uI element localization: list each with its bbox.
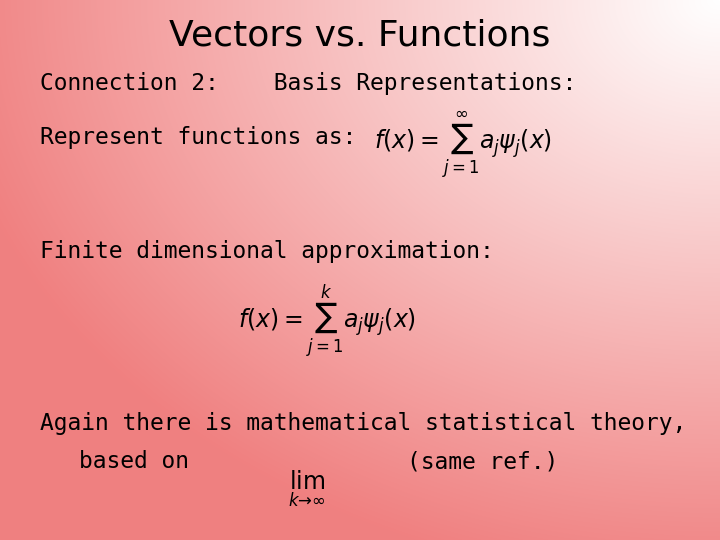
Text: Vectors vs. Functions: Vectors vs. Functions (169, 18, 551, 52)
Text: based on: based on (79, 450, 189, 473)
Text: $f(x) = \sum_{j=1}^{\infty} a_j\psi_j(x)$: $f(x) = \sum_{j=1}^{\infty} a_j\psi_j(x)… (374, 110, 552, 181)
Text: Again there is mathematical statistical theory,: Again there is mathematical statistical … (40, 413, 686, 435)
Text: $f(x) = \sum_{j=1}^{k} a_j\psi_j(x)$: $f(x) = \sum_{j=1}^{k} a_j\psi_j(x)$ (238, 282, 415, 360)
Text: Finite dimensional approximation:: Finite dimensional approximation: (40, 240, 493, 262)
Text: (same ref.): (same ref.) (407, 450, 558, 473)
Text: $\lim_{k \to \infty}$: $\lim_{k \to \infty}$ (288, 468, 325, 509)
Text: Connection 2:    Basis Representations:: Connection 2: Basis Representations: (40, 72, 576, 95)
Text: Represent functions as:: Represent functions as: (40, 126, 356, 149)
